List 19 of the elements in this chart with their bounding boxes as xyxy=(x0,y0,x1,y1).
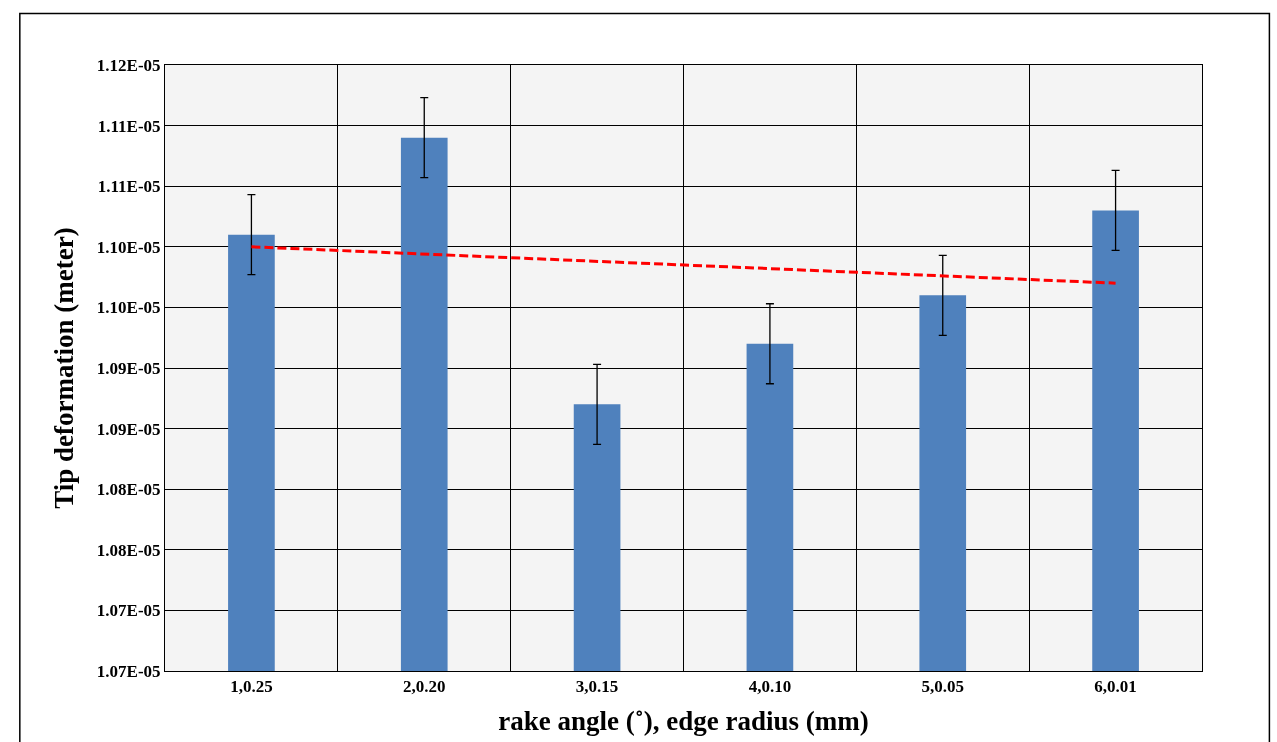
y-tick-label: 1.10E-05 xyxy=(96,237,161,257)
y-tick-label: 1.09E-05 xyxy=(96,419,161,439)
x-tick-label: 6,0.01 xyxy=(1094,677,1137,697)
y-tick-label: 1.12E-05 xyxy=(96,55,161,75)
x-tick-label: 2,0.20 xyxy=(403,677,446,697)
y-tick-label: 1.07E-05 xyxy=(96,661,161,681)
y-tick-label: 1.07E-05 xyxy=(96,601,161,621)
y-tick-label: 1.09E-05 xyxy=(96,358,161,378)
y-tick-label: 1.08E-05 xyxy=(96,540,161,560)
x-tick-label: 4,0.10 xyxy=(748,677,792,697)
y-tick-label: 1.08E-05 xyxy=(96,480,161,500)
y-tick-label: 1.10E-05 xyxy=(96,298,161,318)
x-tick-label: 1,0.25 xyxy=(230,677,273,697)
y-tick-label: 1.11E-05 xyxy=(97,116,161,136)
x-tick-label: 3,0.15 xyxy=(575,677,619,697)
x-axis-title: rake angle (˚), edge radius (mm) xyxy=(498,705,869,736)
y-tick-label: 1.11E-05 xyxy=(97,177,161,197)
y-axis-title: Tip deformation (meter) xyxy=(48,227,79,509)
x-tick-label: 5,0.05 xyxy=(921,677,964,697)
